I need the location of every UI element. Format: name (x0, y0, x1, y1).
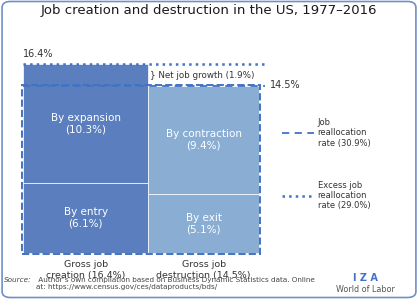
Text: 16.4%: 16.4% (23, 49, 54, 59)
Text: Job
reallocation
rate (30.9%): Job reallocation rate (30.9%) (318, 118, 370, 148)
Text: World of Labor: World of Labor (336, 285, 395, 294)
Text: Gross job
creation (16.4%): Gross job creation (16.4%) (46, 260, 125, 280)
FancyBboxPatch shape (23, 183, 148, 253)
Text: By exit
(5.1%): By exit (5.1%) (186, 213, 222, 234)
FancyBboxPatch shape (23, 64, 148, 183)
Text: By contraction
(9.4%): By contraction (9.4%) (166, 129, 242, 151)
Text: Job creation and destruction in the US, 1977–2016: Job creation and destruction in the US, … (41, 4, 377, 17)
FancyBboxPatch shape (148, 86, 259, 194)
Text: By entry
(6.1%): By entry (6.1%) (64, 207, 108, 228)
Text: Author’s own compilation based on Business Dynamic Statistics data. Online
at: h: Author’s own compilation based on Busine… (36, 277, 314, 289)
Text: I Z A: I Z A (353, 273, 378, 283)
Text: By expansion
(10.3%): By expansion (10.3%) (51, 113, 121, 134)
Text: Source:: Source: (4, 277, 32, 283)
Text: } Net job growth (1.9%): } Net job growth (1.9%) (150, 71, 255, 80)
Text: Excess job
reallocation
rate (29.0%): Excess job reallocation rate (29.0%) (318, 181, 370, 210)
Text: Gross job
destruction (14.5%): Gross job destruction (14.5%) (156, 260, 251, 280)
Text: 14.5%: 14.5% (270, 80, 300, 90)
FancyBboxPatch shape (148, 194, 259, 253)
